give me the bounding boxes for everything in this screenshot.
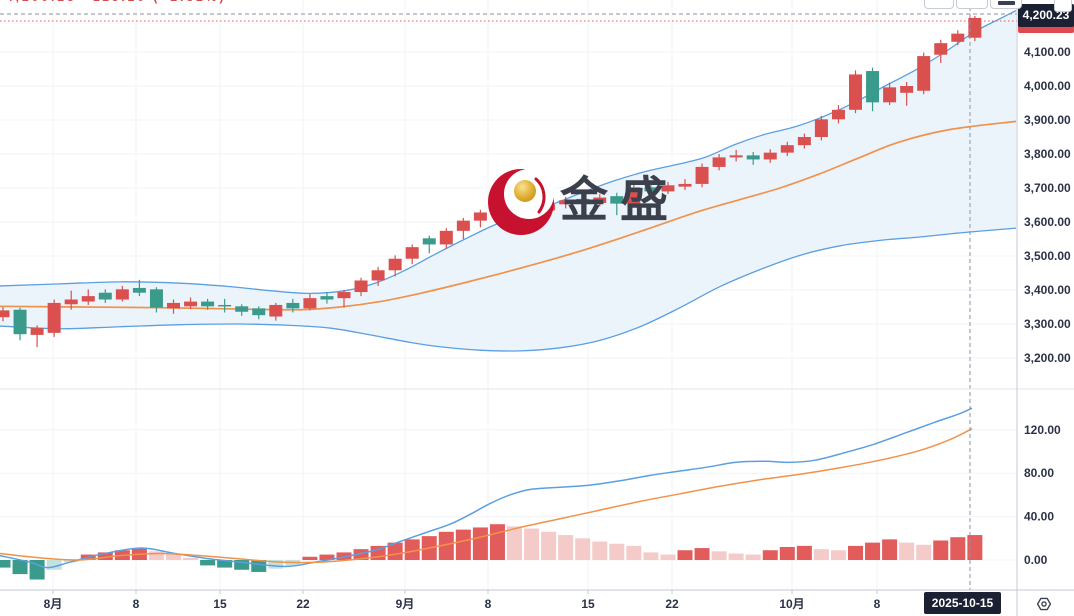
time-axis-label: 22 [665,597,679,611]
toolbar-button[interactable] [924,0,954,9]
price-axis-label: 3,300.00 [1024,317,1071,331]
watermark: 金盛 [486,166,680,236]
time-axis-label: 8 [485,597,492,611]
time-axis-label: 15 [581,597,595,611]
price-axis-label: 3,600.00 [1024,215,1071,229]
price-axis-label: 3,400.00 [1024,283,1071,297]
crosshair-date-badge: 2025-10-15 [924,592,1001,614]
indicator-axis-label: 80.00 [1024,466,1054,480]
symbol-legend: 4,200.23 +115.20 (+2.82%) [6,0,226,5]
toolbar-minimize-button[interactable] [990,0,1022,9]
price-axis-label: 3,200.00 [1024,351,1071,365]
time-axis-label: 15 [213,597,227,611]
macd-histogram [0,524,983,580]
corner-panel-button[interactable] [1054,0,1072,12]
legend-text: 4,200.23 +115.20 (+2.82%) [6,0,226,4]
watermark-text: 金盛 [560,174,681,227]
price-axis-label: 3,500.00 [1024,249,1071,263]
time-axis-label: 8 [874,597,881,611]
price-axis-label: 4,100.00 [1024,45,1071,59]
price-axis-label: 3,800.00 [1024,147,1071,161]
settings-hexagon-icon [1036,597,1052,610]
time-axis-label: 10月 [779,597,804,611]
time-axis-label: 8月 [44,597,63,611]
indicator-axis-label: 40.00 [1024,510,1054,524]
toolbar-button[interactable] [956,0,988,9]
minimize-icon [998,1,1015,5]
price-axis-label: 3,700.00 [1024,181,1071,195]
macd-dea-line [0,428,973,564]
crosshair [0,0,1017,590]
time-axis-label: 9月 [396,597,415,611]
indicator-axis-label: 0.00 [1024,553,1048,567]
time-axis-label: 8 [133,597,140,611]
macd-dif-line [0,407,973,569]
price-axis-label: 4,000.00 [1024,79,1071,93]
indicator-settings-button[interactable] [1026,592,1062,615]
price-axis-label: 3,900.00 [1024,113,1071,127]
indicator-axis-label: 120.00 [1024,423,1061,437]
jinsheng-logo-icon [488,169,554,235]
time-axis-label: 22 [296,597,310,611]
